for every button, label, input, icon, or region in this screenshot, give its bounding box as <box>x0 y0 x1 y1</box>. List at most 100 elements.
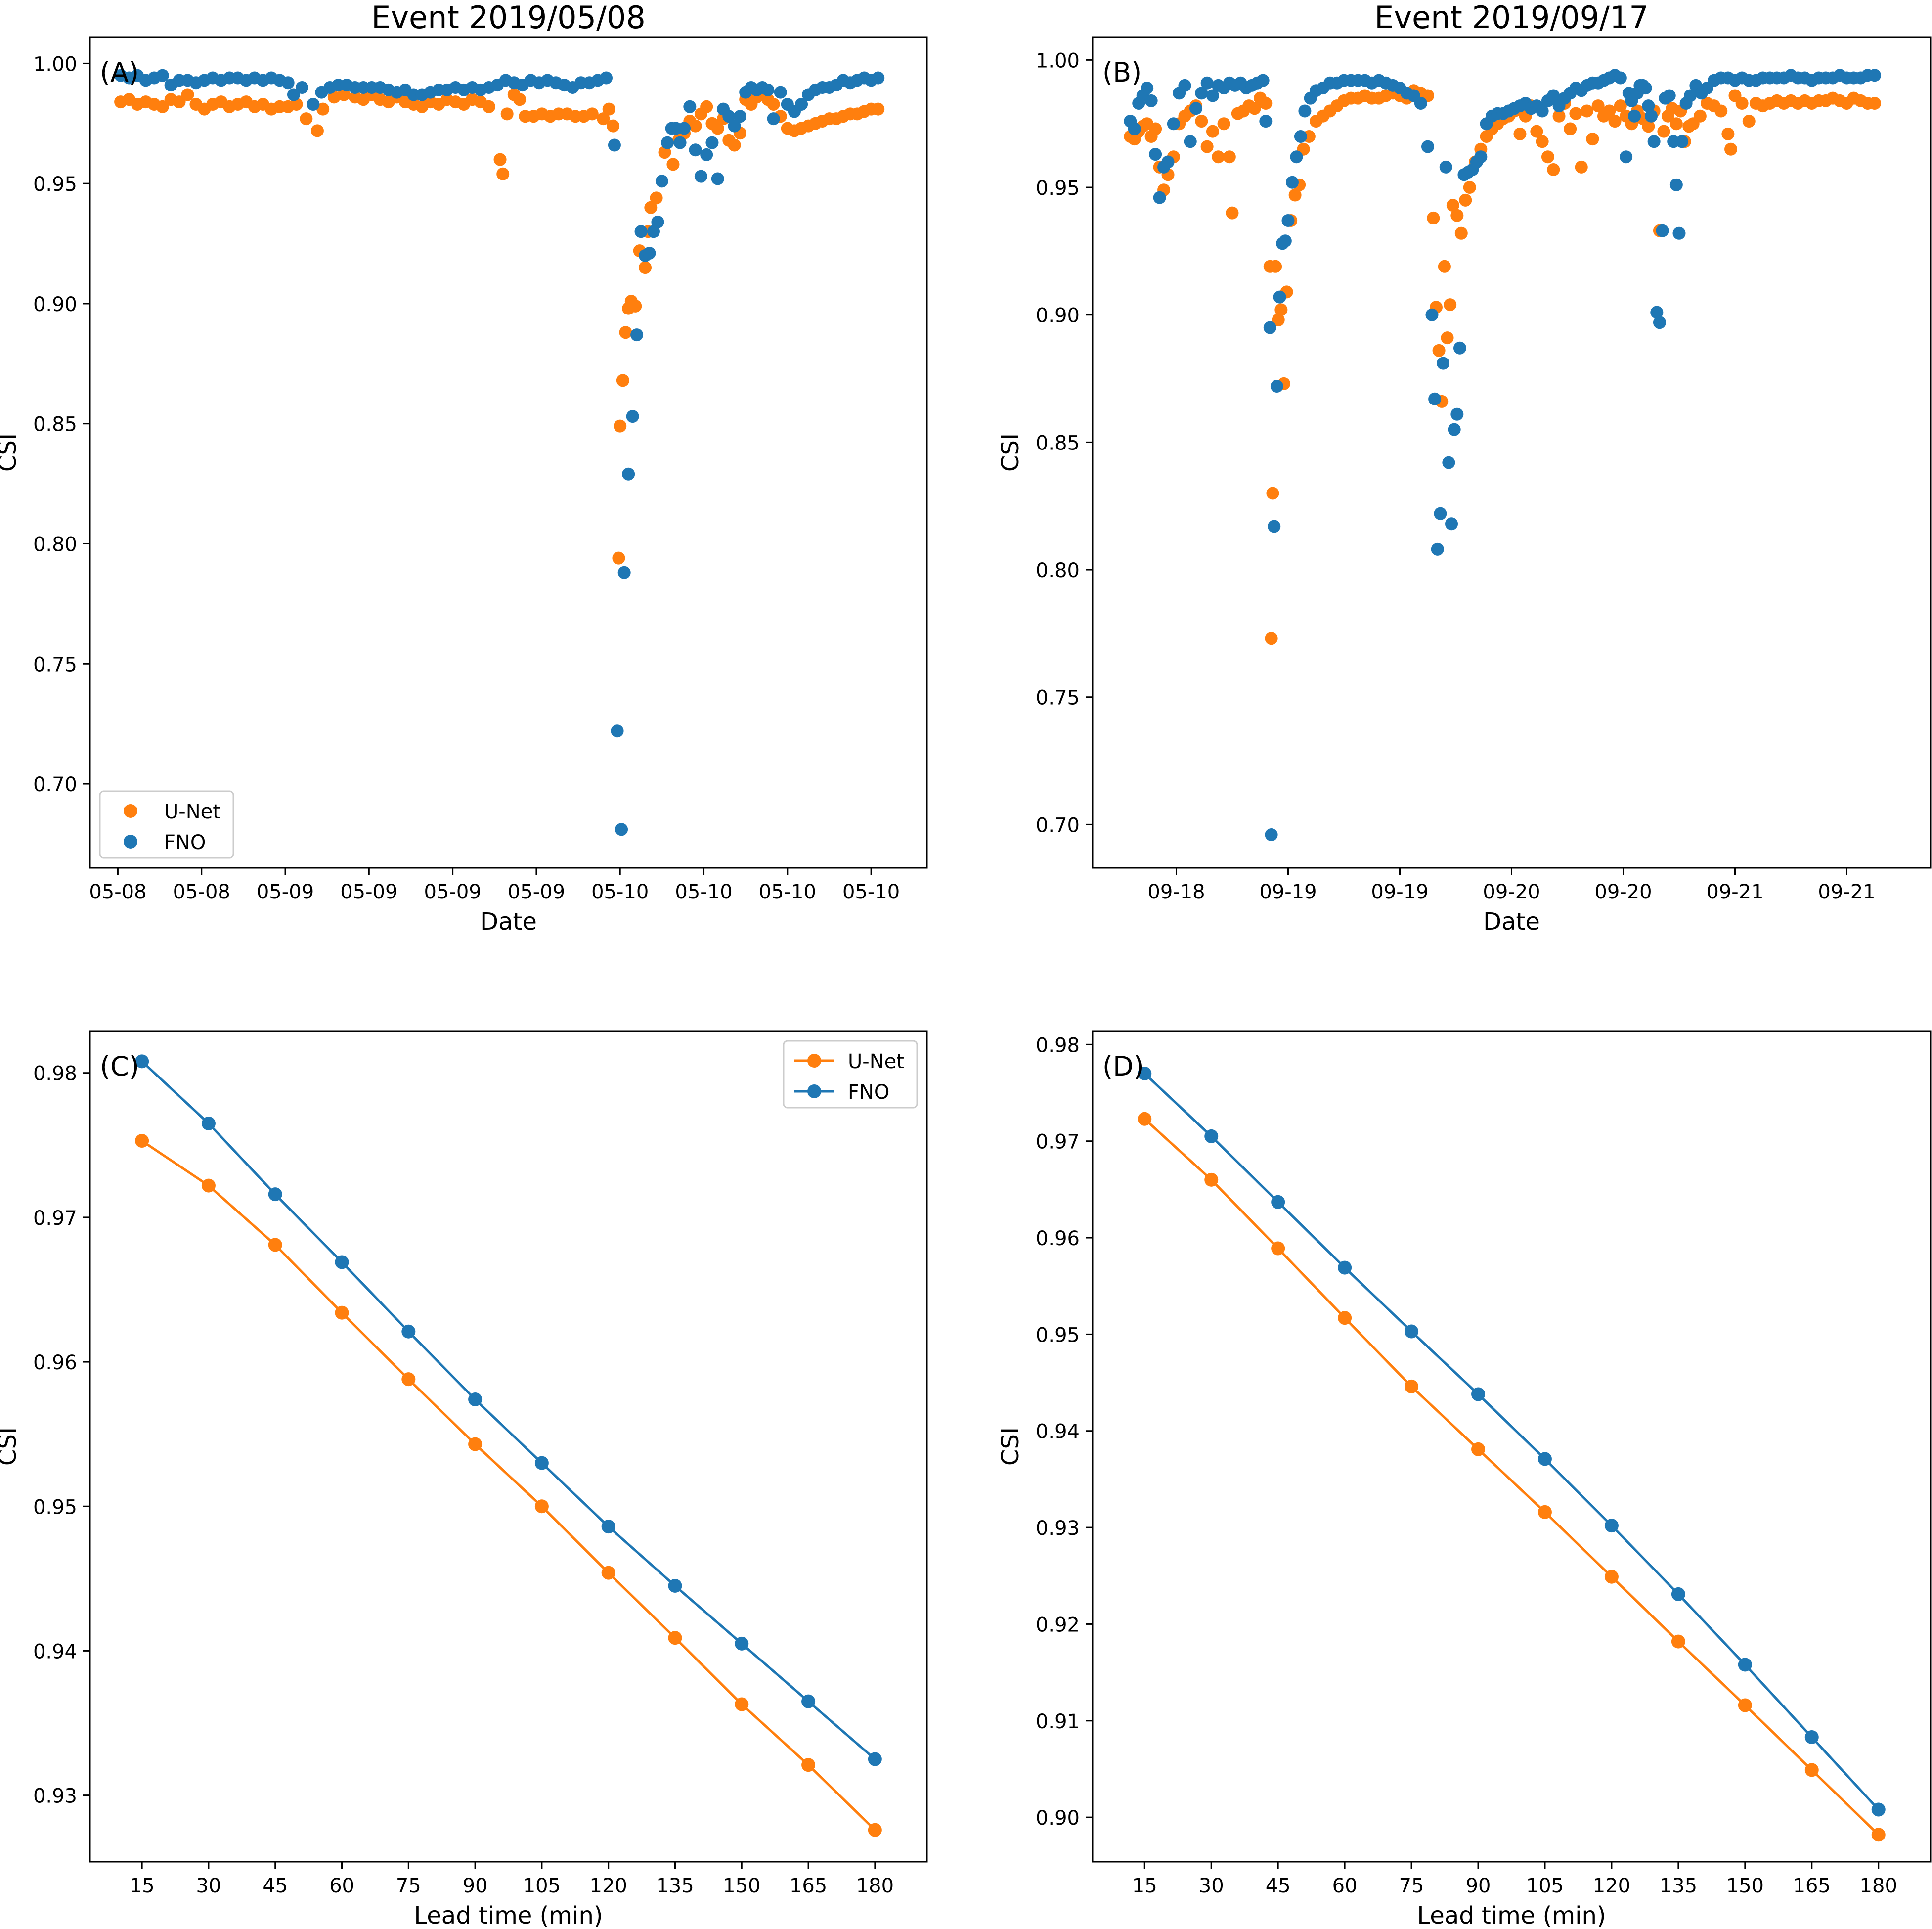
data-point <box>156 100 169 113</box>
data-point <box>601 1566 615 1580</box>
data-point <box>1259 96 1273 110</box>
y-tick-label: 0.96 <box>33 1351 77 1374</box>
series-line <box>1143 1118 1880 1836</box>
data-point <box>619 326 632 339</box>
data-point <box>767 112 780 126</box>
data-point <box>1547 89 1560 102</box>
data-point <box>295 81 308 94</box>
x-axis-label: Date <box>480 908 537 936</box>
data-point <box>500 107 514 121</box>
x-tick-label: 135 <box>656 1875 694 1897</box>
data-point <box>1552 109 1566 123</box>
data-point <box>1161 155 1175 169</box>
data-point <box>767 97 780 111</box>
x-tick-label: 165 <box>790 1875 827 1897</box>
data-point <box>1537 1452 1552 1466</box>
data-point <box>1450 209 1464 222</box>
data-point <box>1427 211 1440 224</box>
x-tick-label: 30 <box>196 1875 221 1897</box>
data-point <box>801 1694 816 1708</box>
data-point <box>1614 99 1627 113</box>
data-point <box>401 1372 416 1387</box>
data-point <box>1281 214 1295 227</box>
data-point <box>1204 1172 1219 1187</box>
data-point <box>722 110 736 123</box>
y-tick-label: 0.70 <box>1036 814 1080 837</box>
data-point <box>1530 125 1543 138</box>
data-point <box>1459 193 1472 207</box>
y-tick-label: 0.95 <box>1036 177 1080 200</box>
x-tick-label: 09-21 <box>1818 881 1875 903</box>
data-point <box>1434 507 1447 520</box>
data-point <box>1144 94 1158 107</box>
data-point <box>1270 380 1283 393</box>
data-point <box>1724 142 1738 156</box>
data-point <box>1448 423 1461 436</box>
data-point <box>1278 234 1292 248</box>
y-tick-label: 0.85 <box>33 413 77 436</box>
data-point <box>316 102 330 116</box>
x-tick-label: 180 <box>856 1875 894 1897</box>
data-point <box>668 1578 682 1593</box>
legend: U-Net FNO <box>783 1040 918 1109</box>
data-point <box>1564 122 1577 135</box>
data-point <box>700 100 713 113</box>
x-axis-label: Lead time (min) <box>414 1902 603 1929</box>
data-point <box>1653 316 1666 329</box>
y-tick-label: 0.80 <box>1036 559 1080 582</box>
data-point <box>1338 1260 1352 1275</box>
y-tick-label: 0.92 <box>1036 1614 1080 1636</box>
series-fno <box>114 69 885 836</box>
data-point <box>135 1054 149 1069</box>
data-point <box>310 124 324 137</box>
x-tick-label: 90 <box>1466 1875 1491 1897</box>
data-point <box>1189 102 1203 115</box>
data-point <box>647 225 660 238</box>
data-point <box>335 1305 349 1320</box>
y-tick-label: 0.94 <box>33 1640 77 1663</box>
x-axis-label: Lead time (min) <box>1417 1902 1606 1929</box>
data-point <box>1441 331 1454 345</box>
x-tick-label: 05-08 <box>89 881 146 903</box>
data-point <box>1206 125 1219 138</box>
data-point <box>612 551 625 565</box>
data-point <box>1669 178 1683 191</box>
x-tick-label: 120 <box>590 1875 627 1897</box>
y-tick-label: 0.98 <box>1036 1034 1080 1057</box>
data-point <box>1438 260 1451 273</box>
x-tick-label: 135 <box>1660 1875 1697 1897</box>
data-point <box>1428 392 1442 405</box>
x-tick-label: 45 <box>263 1875 288 1897</box>
panel-label: (D) <box>1102 1051 1144 1082</box>
data-point <box>711 172 724 185</box>
y-tick-label: 0.90 <box>33 293 77 316</box>
data-point <box>683 100 697 113</box>
data-point <box>1446 199 1459 212</box>
x-tick-label: 90 <box>463 1875 488 1897</box>
data-point <box>1536 135 1549 148</box>
x-tick-label: 05-08 <box>173 881 230 903</box>
data-point <box>728 138 741 152</box>
panel-c: 0.93 0.94 0.95 0.96 0.97 0.98 15 30 45 60 75 90 105 1… <box>0 1030 928 1929</box>
data-point <box>1714 104 1728 118</box>
y-tick-label: 0.95 <box>33 173 77 196</box>
x-tick-label: 150 <box>723 1875 760 1897</box>
x-tick-label: 120 <box>1593 1875 1630 1897</box>
data-point <box>735 1697 749 1711</box>
data-point <box>468 1392 483 1407</box>
y-tick-label: 0.95 <box>1036 1324 1080 1346</box>
data-point <box>1871 1828 1886 1842</box>
data-point <box>1128 122 1141 135</box>
data-point <box>585 107 599 121</box>
axes-frame <box>1092 1030 1932 1863</box>
data-point <box>534 1499 549 1514</box>
data-point <box>1266 487 1279 500</box>
panel-b: 0.70 0.75 0.80 0.85 0.90 0.95 1.00 09-18 09-19 09… <box>997 0 1932 936</box>
data-point <box>1265 632 1278 645</box>
data-point <box>629 299 642 313</box>
data-point <box>1547 163 1560 176</box>
data-point <box>1167 117 1180 131</box>
y-axis-label: CSI <box>0 1427 22 1466</box>
data-point <box>1138 1066 1152 1080</box>
data-point <box>1608 115 1622 128</box>
